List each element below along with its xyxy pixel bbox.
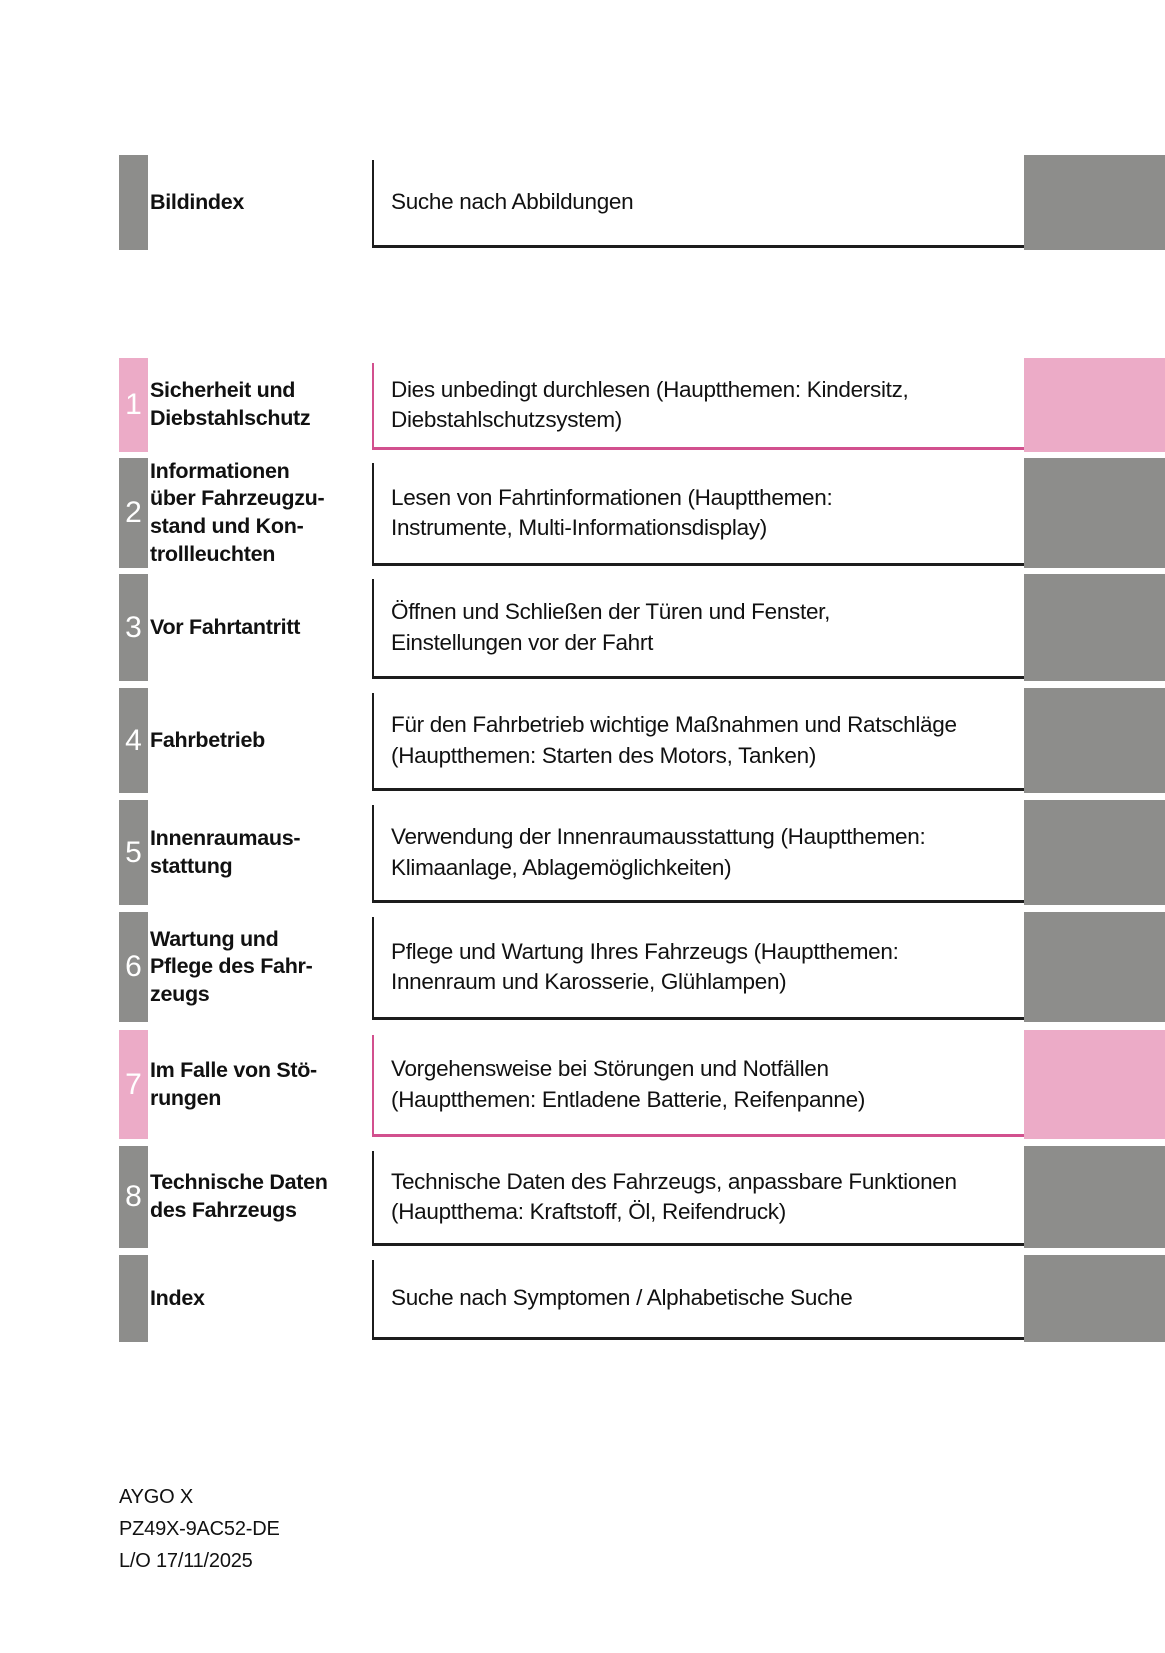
chapter-tab: 4 bbox=[119, 688, 148, 793]
chapter-description: Öffnen und Schließen der Türen und Fenst… bbox=[391, 599, 831, 655]
toc-row[interactable]: Index Suche nach Symptomen / Alphabetisc… bbox=[0, 1255, 1165, 1342]
chapter-title: Bildindex bbox=[150, 189, 245, 214]
chapter-tab bbox=[119, 1255, 148, 1342]
chapter-tab: 5 bbox=[119, 800, 148, 905]
chapter-description: Für den Fahrbetrieb wichtige Maßnahmen u… bbox=[391, 712, 957, 768]
chapter-description: Suche nach Abbildungen bbox=[391, 189, 634, 215]
chapter-title: Im Falle von Stö- rungen bbox=[150, 1057, 317, 1110]
chapter-description: Suche nach Symptomen / Alphabetische Suc… bbox=[391, 1285, 853, 1311]
chapter-number: 7 bbox=[125, 1067, 142, 1101]
chapter-number: 2 bbox=[125, 496, 142, 529]
toc-row[interactable]: 5 Innenraumaus- stattung Verwendung der … bbox=[0, 800, 1165, 905]
toc-row[interactable]: 4 Fahrbetrieb Für den Fahrbetrieb wichti… bbox=[0, 688, 1165, 793]
toc-row[interactable]: 2 Informationen über Fahrzeugzu- stand u… bbox=[0, 458, 1165, 568]
chapter-color-block bbox=[1024, 358, 1165, 452]
chapter-description-box: Verwendung der Innenraumausstattung (Hau… bbox=[372, 805, 1024, 903]
toc-row[interactable]: 1 Sicherheit und Diebstahlschutz Dies un… bbox=[0, 358, 1165, 452]
imprint-layout-date: L/O 17/11/2025 bbox=[119, 1550, 253, 1572]
chapter-title: Innenraumaus- stattung bbox=[150, 825, 301, 878]
chapter-description-box: Suche nach Abbildungen bbox=[372, 160, 1024, 248]
chapter-title: Fahrbetrieb bbox=[150, 727, 265, 752]
chapter-description-box: Für den Fahrbetrieb wichtige Maßnahmen u… bbox=[372, 693, 1024, 791]
chapter-description-box: Lesen von Fahrtinformationen (Haupttheme… bbox=[372, 463, 1024, 566]
chapter-color-block bbox=[1024, 688, 1165, 793]
chapter-color-block bbox=[1024, 1030, 1165, 1139]
toc-row[interactable]: Bildindex Suche nach Abbildungen bbox=[0, 155, 1165, 250]
chapter-title: Sicherheit und Diebstahlschutz bbox=[150, 378, 311, 430]
chapter-title: Informationen über Fahrzeugzu- stand und… bbox=[150, 458, 325, 566]
chapter-description: Lesen von Fahrtinformationen (Haupttheme… bbox=[391, 484, 833, 540]
imprint-model: AYGO X bbox=[119, 1486, 194, 1508]
chapter-tab: 6 bbox=[119, 912, 148, 1022]
chapter-tab: 8 bbox=[119, 1146, 148, 1248]
toc-row[interactable]: 7 Im Falle von Stö- rungen Vorgehensweis… bbox=[0, 1030, 1165, 1139]
chapter-color-block bbox=[1024, 155, 1165, 250]
page-imprint: AYGO X PZ49X-9AC52-DE L/O 17/11/2025 bbox=[119, 1484, 280, 1580]
chapter-color-block bbox=[1024, 1146, 1165, 1248]
chapter-color-block bbox=[1024, 458, 1165, 568]
toc-row[interactable]: 8 Technische Daten des Fahrzeugs Technis… bbox=[0, 1146, 1165, 1248]
toc-row[interactable]: 3 Vor Fahrtantritt Öffnen und Schließen … bbox=[0, 574, 1165, 681]
chapter-tab: 3 bbox=[119, 574, 148, 681]
chapter-title: Vor Fahrtantritt bbox=[150, 614, 301, 639]
chapter-description: Dies unbedingt durchlesen (Hauptthemen: … bbox=[391, 376, 909, 432]
chapter-number: 6 bbox=[125, 950, 142, 983]
chapter-color-block bbox=[1024, 800, 1165, 905]
chapter-tab bbox=[119, 155, 148, 250]
chapter-description: Vorgehensweise bei Störungen und Notfäll… bbox=[391, 1056, 866, 1112]
chapter-title: Wartung und Pflege des Fahr- zeugs bbox=[150, 926, 313, 1006]
toc-row[interactable]: 6 Wartung und Pflege des Fahr- zeugs Pfl… bbox=[0, 912, 1165, 1022]
chapter-description-box: Vorgehensweise bei Störungen und Notfäll… bbox=[372, 1035, 1024, 1137]
chapter-color-block bbox=[1024, 1255, 1165, 1342]
chapter-description: Technische Daten des Fahrzeugs, anpassba… bbox=[391, 1168, 957, 1224]
chapter-description-box: Suche nach Symptomen / Alphabetische Suc… bbox=[372, 1260, 1024, 1340]
chapter-description-box: Technische Daten des Fahrzeugs, anpassba… bbox=[372, 1151, 1024, 1246]
chapter-description-box: Dies unbedingt durchlesen (Hauptthemen: … bbox=[372, 363, 1024, 450]
chapter-description-box: Pflege und Wartung Ihres Fahrzeugs (Haup… bbox=[372, 917, 1024, 1020]
chapter-color-block bbox=[1024, 574, 1165, 681]
chapter-tab: 2 bbox=[119, 458, 148, 568]
chapter-description: Pflege und Wartung Ihres Fahrzeugs (Haup… bbox=[391, 938, 899, 994]
chapter-number: 8 bbox=[125, 1180, 142, 1213]
imprint-part-number: PZ49X-9AC52-DE bbox=[119, 1518, 280, 1540]
chapter-number: 1 bbox=[125, 388, 142, 421]
chapter-description: Verwendung der Innenraumausstattung (Hau… bbox=[391, 824, 926, 880]
chapter-number: 4 bbox=[125, 723, 142, 757]
chapter-title: Technische Daten des Fahrzeugs bbox=[150, 1170, 328, 1222]
chapter-tab: 1 bbox=[119, 358, 148, 452]
chapter-tab: 7 bbox=[119, 1030, 148, 1139]
chapter-number: 3 bbox=[125, 610, 142, 644]
chapter-title: Index bbox=[150, 1285, 205, 1310]
chapter-number: 5 bbox=[125, 835, 142, 869]
chapter-color-block bbox=[1024, 912, 1165, 1022]
chapter-description-box: Öffnen und Schließen der Türen und Fenst… bbox=[372, 579, 1024, 679]
